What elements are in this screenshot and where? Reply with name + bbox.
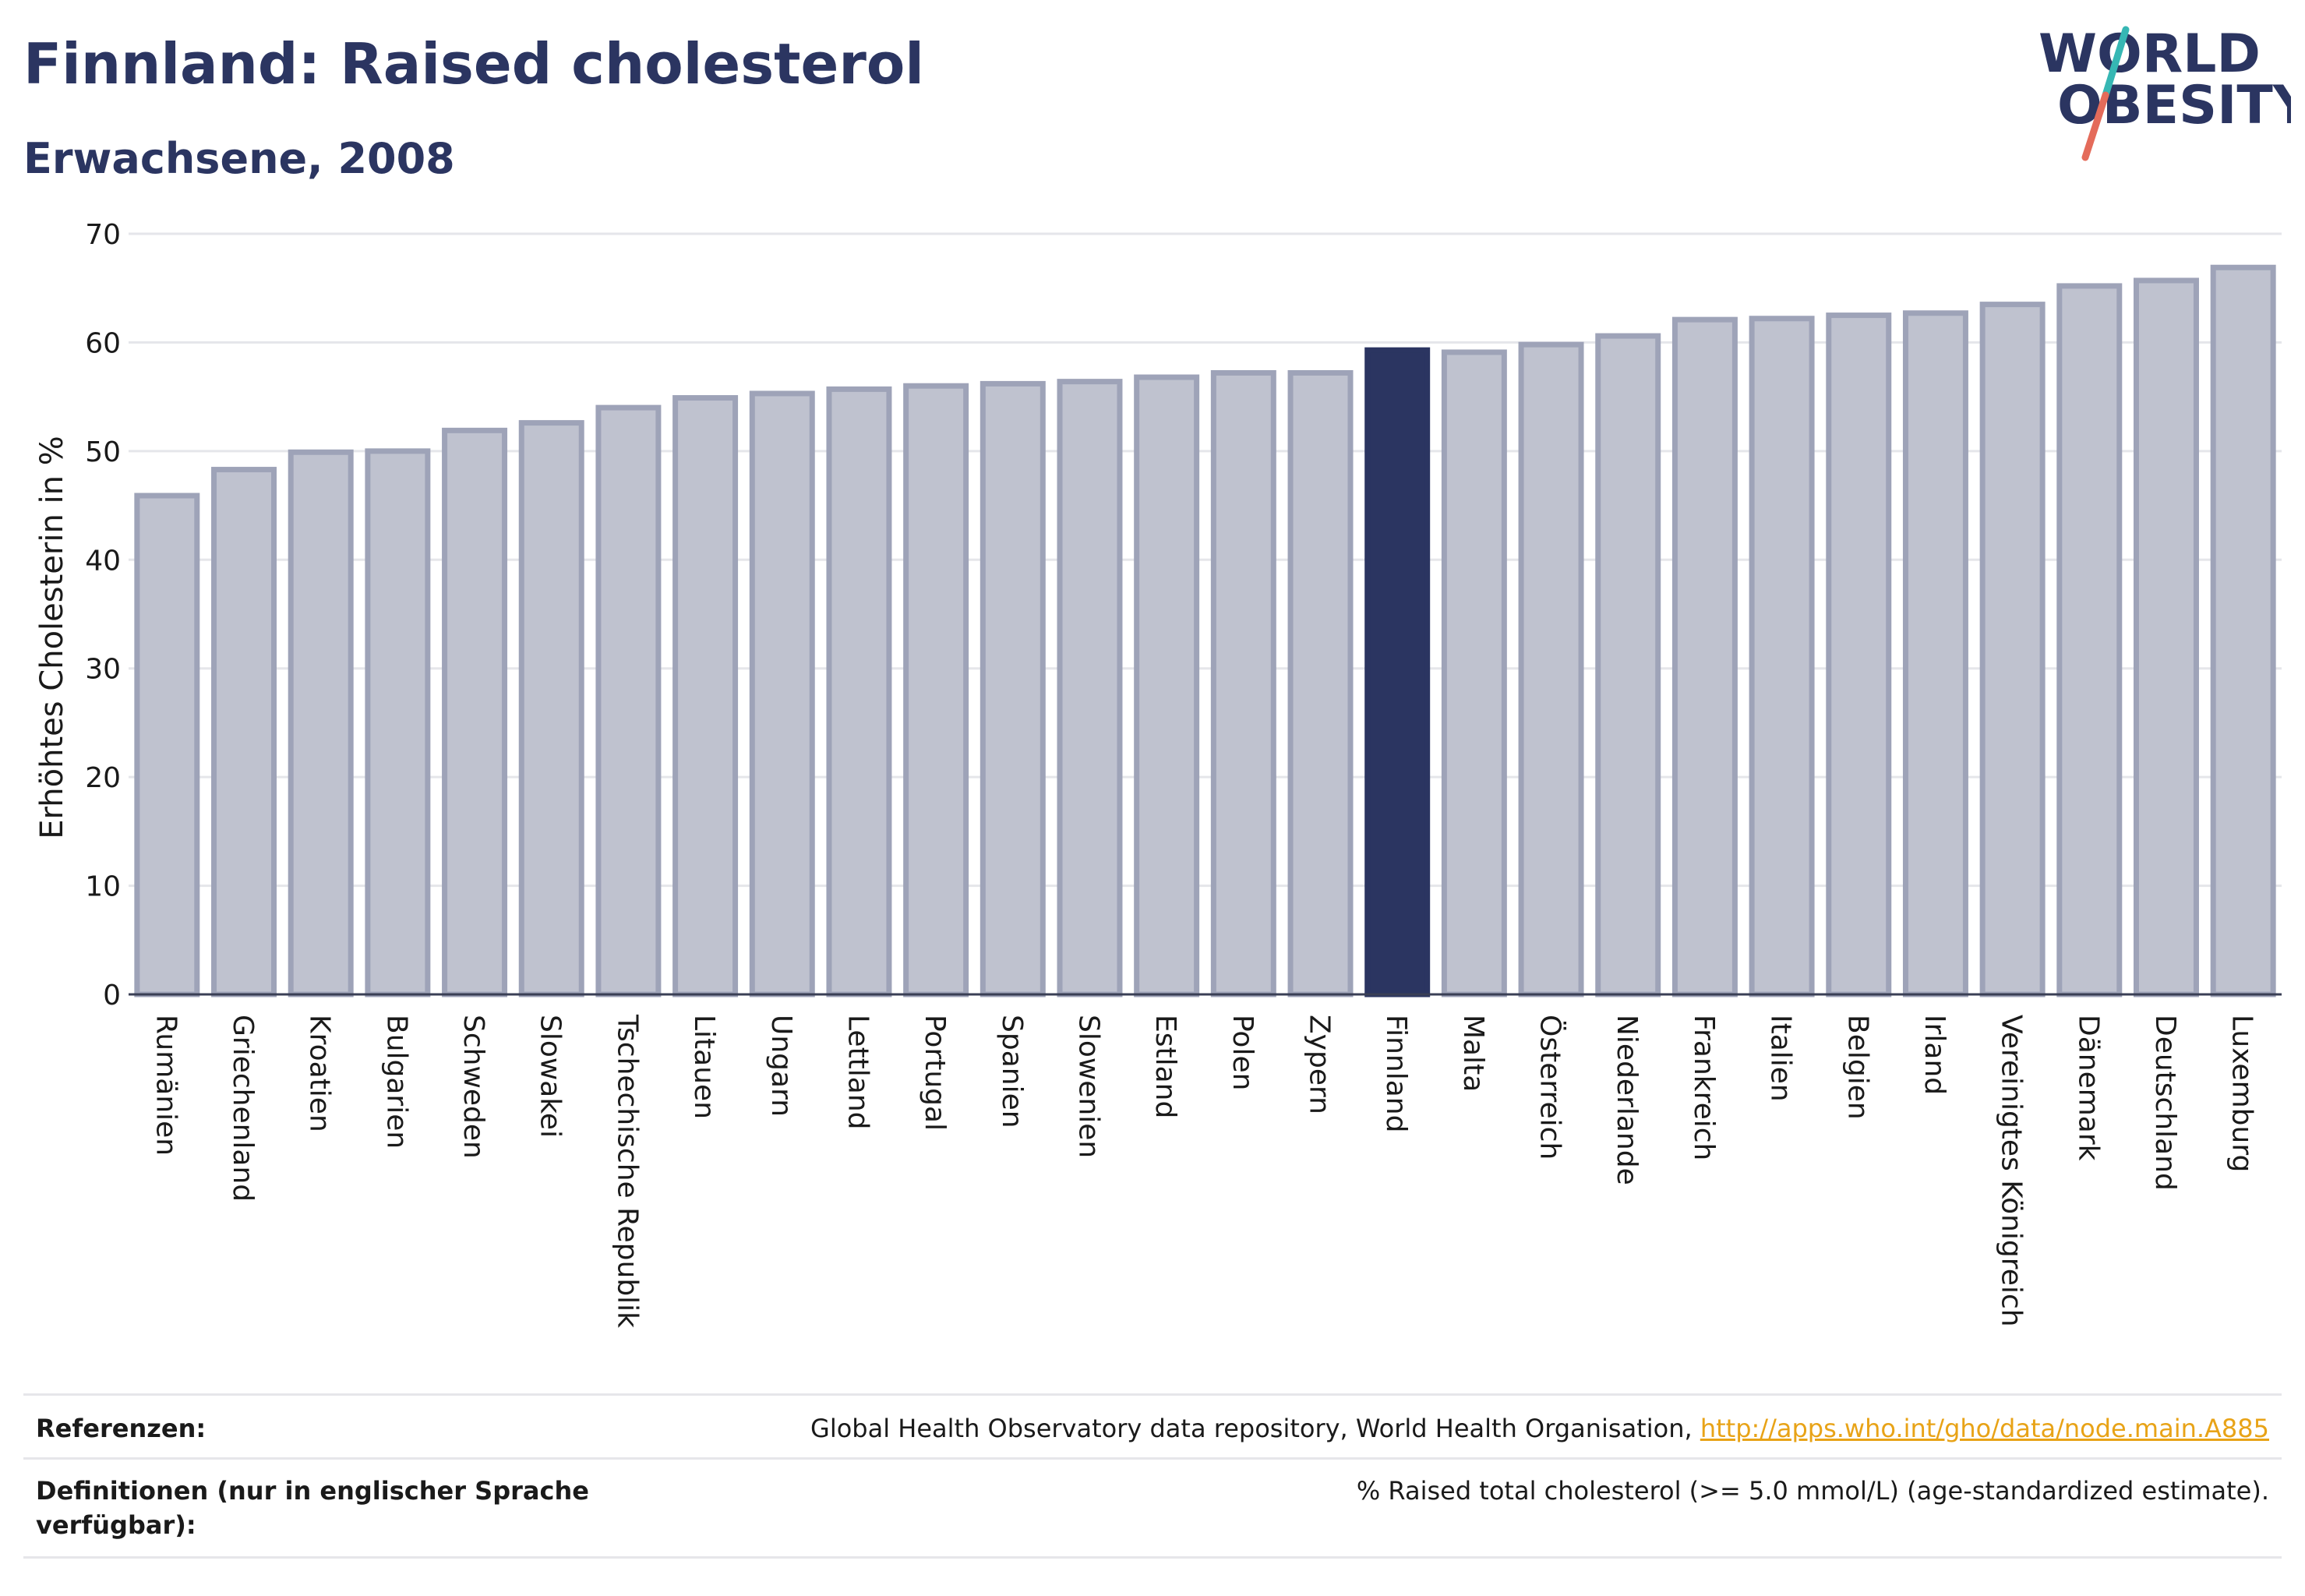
bar bbox=[1595, 333, 1661, 998]
y-axis-label: Erhöhtes Cholesterin in % bbox=[34, 436, 70, 839]
bar bbox=[980, 380, 1046, 998]
bar bbox=[1826, 312, 1892, 998]
x-tick-label: Slowakei bbox=[535, 1015, 567, 1138]
x-tick-label: Dänemark bbox=[2072, 1015, 2104, 1161]
bar bbox=[518, 420, 584, 998]
x-tick-label: Österreich bbox=[1534, 1015, 1567, 1160]
x-tick-label: Litauen bbox=[688, 1015, 720, 1119]
bar bbox=[1210, 369, 1276, 998]
x-tick-label: Slowenien bbox=[1072, 1015, 1104, 1158]
definitions-row: Definitionen (nur in englischer Sprache … bbox=[23, 1457, 2282, 1559]
x-tick-label: Ungarn bbox=[765, 1015, 797, 1117]
x-tick-label: Griechenland bbox=[227, 1015, 259, 1202]
bar bbox=[1671, 316, 1738, 998]
bar bbox=[134, 493, 200, 998]
bar bbox=[595, 404, 662, 998]
bar bbox=[1134, 374, 1200, 998]
x-tick-label: Deutschland bbox=[2149, 1015, 2181, 1191]
x-tick-label: Malta bbox=[1457, 1015, 1489, 1092]
bar bbox=[1979, 302, 2046, 998]
x-tick-label: Finnland bbox=[1380, 1015, 1412, 1132]
y-tick-label: 20 bbox=[85, 762, 121, 794]
x-tick-label: Belgien bbox=[1841, 1015, 1873, 1120]
x-tick-label: Tschechische Republik bbox=[611, 1014, 643, 1328]
logo-slash-top bbox=[2102, 26, 2130, 99]
x-tick-label: Estland bbox=[1149, 1015, 1181, 1118]
x-tick-label: Irland bbox=[1918, 1015, 1950, 1095]
logo-line1: WORLD bbox=[2038, 23, 2261, 85]
x-tick-label: Schweden bbox=[457, 1015, 489, 1159]
bar bbox=[1441, 349, 1507, 998]
x-tick-label: Lettland bbox=[842, 1015, 874, 1130]
x-tick-label: Kroatien bbox=[304, 1015, 336, 1132]
bar bbox=[442, 427, 508, 998]
references-text: Global Health Observatory data repositor… bbox=[810, 1414, 1700, 1443]
bar bbox=[826, 386, 892, 998]
bar bbox=[365, 448, 431, 998]
x-tick-label: Niederlande bbox=[1611, 1015, 1643, 1185]
x-tick-label: Vereinigtes Königreich bbox=[1996, 1015, 2028, 1327]
references-row: Referenzen: Global Health Observatory da… bbox=[23, 1393, 2282, 1460]
bar bbox=[903, 383, 969, 998]
bar-highlight bbox=[1364, 347, 1431, 998]
y-tick-label: 30 bbox=[85, 654, 121, 686]
bar bbox=[672, 395, 739, 998]
bars bbox=[129, 264, 2282, 998]
x-axis-ticks: Rumänien Griechenland Kroatien Bulgarien Sch… bbox=[150, 1014, 2257, 1328]
x-tick-label: Polen bbox=[1227, 1015, 1258, 1090]
definitions-label: Definitionen (nur in englischer Sprache … bbox=[36, 1476, 589, 1540]
x-tick-label: Italien bbox=[1765, 1015, 1797, 1102]
bar bbox=[749, 390, 815, 998]
x-tick-label: Frankreich bbox=[1688, 1015, 1720, 1160]
bar bbox=[2210, 264, 2276, 998]
bar bbox=[211, 467, 277, 998]
bar bbox=[1287, 369, 1354, 998]
y-tick-label: 70 bbox=[85, 219, 121, 251]
bar bbox=[1902, 310, 1968, 998]
x-tick-label: Luxemburg bbox=[2226, 1015, 2258, 1172]
bar-chart: 0 10 20 30 40 50 60 70 Rumänien Griechenland Kroa… bbox=[34, 219, 2282, 1328]
references-label: Referenzen: bbox=[36, 1414, 206, 1443]
bar bbox=[288, 449, 354, 998]
bar bbox=[2133, 277, 2199, 998]
bar bbox=[1057, 379, 1123, 998]
y-tick-label: 10 bbox=[85, 871, 121, 903]
references-link[interactable]: http://apps.who.int/gho/data/node.main.A… bbox=[1700, 1414, 2269, 1443]
x-tick-label: Zypern bbox=[1304, 1015, 1336, 1114]
x-tick-label: Portugal bbox=[919, 1015, 951, 1131]
references-value: Global Health Observatory data repositor… bbox=[810, 1411, 2269, 1446]
bar bbox=[1749, 316, 1815, 998]
page-title: Finnland: Raised cholesterol bbox=[23, 31, 924, 97]
page-subtitle: Erwachsene, 2008 bbox=[23, 134, 455, 183]
bar bbox=[2056, 283, 2123, 998]
y-tick-label: 40 bbox=[85, 545, 121, 577]
y-tick-label: 50 bbox=[85, 436, 121, 468]
x-tick-label: Bulgarien bbox=[380, 1015, 412, 1149]
y-axis-ticks: 0 10 20 30 40 50 60 70 bbox=[85, 219, 121, 1012]
world-obesity-logo: WORLD OBESITY bbox=[2038, 23, 2291, 161]
logo-slash-bottom bbox=[2081, 91, 2109, 161]
y-tick-label: 0 bbox=[103, 980, 121, 1012]
definitions-value: % Raised total cholesterol (>= 5.0 mmol/… bbox=[1356, 1476, 2269, 1506]
y-tick-label: 60 bbox=[85, 327, 121, 359]
x-tick-label: Spanien bbox=[996, 1015, 1028, 1128]
x-tick-label: Rumänien bbox=[150, 1015, 182, 1156]
bar bbox=[1518, 341, 1584, 998]
